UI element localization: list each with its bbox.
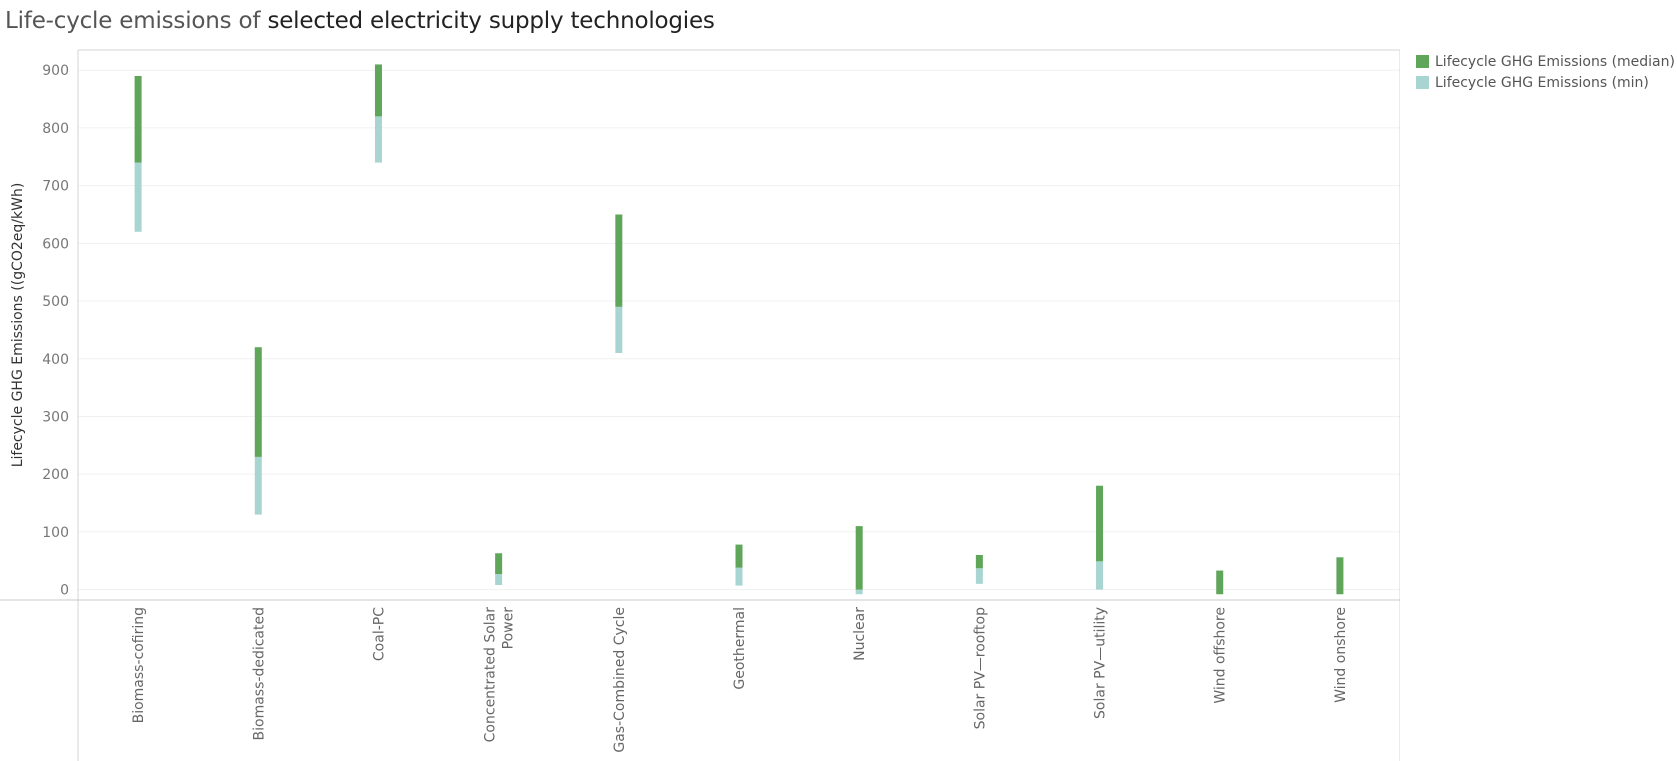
x-tick-label-line: Biomass-cofiring	[131, 607, 147, 723]
bar-median-4	[615, 214, 623, 307]
y-tick-label: 700	[42, 179, 69, 195]
x-tick-label-line: Solar PV—utility	[1093, 607, 1109, 719]
x-tick-label: Solar PV—rooftop	[972, 607, 988, 729]
bar-min-0	[134, 162, 142, 232]
legend-label-median: Lifecycle GHG Emissions (median)	[1435, 53, 1675, 70]
x-tick-label: Wind offshore	[1213, 607, 1229, 704]
x-tick-label: Biomass-dedicated	[251, 607, 267, 740]
y-tick-label: 300	[42, 409, 69, 425]
bar-median-10	[1336, 557, 1344, 595]
bar-median-7	[975, 554, 983, 569]
y-tick-label: 200	[42, 467, 69, 483]
x-tick-label: Biomass-cofiring	[131, 607, 147, 723]
legend-item-min[interactable]: Lifecycle GHG Emissions (min)	[1416, 72, 1675, 93]
chart-title-rest: selected electricity supply technologies	[260, 8, 715, 34]
x-tick-label-line: Concentrated Solar	[483, 607, 499, 743]
y-tick-label: 100	[42, 525, 69, 541]
x-tick-label-line: Coal-PC	[371, 607, 387, 661]
bar-min-3	[495, 574, 503, 585]
bar-min-1	[254, 456, 262, 515]
bar-min-2	[374, 116, 382, 163]
bar-min-8	[1096, 561, 1104, 590]
bar-median-9	[1216, 570, 1224, 595]
x-tick-label: Solar PV—utility	[1093, 607, 1109, 719]
x-tick-label-line: Geothermal	[732, 607, 748, 690]
bar-median-3	[495, 553, 503, 575]
bar-median-2	[374, 64, 382, 117]
chart-title-prefix: Life-cycle emissions of	[5, 8, 261, 34]
bar-min-4	[615, 306, 623, 353]
x-tick-label-line: Gas-Combined Cycle	[612, 607, 628, 753]
x-tick-label-line: Solar PV—rooftop	[972, 607, 988, 729]
legend: Lifecycle GHG Emissions (median) Lifecyc…	[1416, 51, 1675, 93]
legend-swatch-min	[1416, 76, 1429, 89]
y-tick-label: 800	[42, 121, 69, 137]
x-tick-label: Concentrated Solar Power	[483, 607, 517, 743]
x-tick-label-line: Nuclear	[852, 607, 868, 661]
y-tick-label: 600	[42, 236, 69, 252]
x-tick-label: Wind onshore	[1333, 607, 1349, 703]
x-tick-label: Gas-Combined Cycle	[612, 607, 628, 753]
x-tick-label: Geothermal	[732, 607, 748, 690]
x-tick-label-line: Power	[501, 607, 517, 650]
y-tick-label: 500	[42, 294, 69, 310]
y-tick-label: 900	[42, 63, 69, 79]
y-axis-label: Lifecycle GHG Emissions ((gCO2eq/kWh)	[10, 183, 26, 468]
x-tick-label-line: Wind offshore	[1213, 607, 1229, 704]
bar-median-0	[134, 75, 142, 163]
y-tick-label: 400	[42, 352, 69, 368]
x-tick-label: Nuclear	[852, 607, 868, 661]
x-tick-label: Coal-PC	[371, 607, 387, 661]
x-tick-label-line: Wind onshore	[1333, 607, 1349, 703]
bar-median-6	[855, 526, 863, 590]
bar-median-5	[735, 544, 743, 568]
legend-item-median[interactable]: Lifecycle GHG Emissions (median)	[1416, 51, 1675, 72]
bar-min-7	[975, 568, 983, 584]
chart-title: Life-cycle emissions of selected electri…	[5, 8, 715, 34]
legend-label-min: Lifecycle GHG Emissions (min)	[1435, 74, 1649, 91]
legend-swatch-median	[1416, 55, 1429, 68]
bar-median-8	[1096, 485, 1104, 562]
bar-median-1	[254, 347, 262, 457]
bar-min-5	[735, 567, 743, 586]
x-tick-label-line: Biomass-dedicated	[251, 607, 267, 740]
y-tick-label: 0	[60, 583, 69, 599]
emissions-chart: 0 100 200 300 400 500 600 700 800 900 Lifecycle GH…	[0, 49, 1400, 761]
bar-min-6	[855, 589, 863, 595]
